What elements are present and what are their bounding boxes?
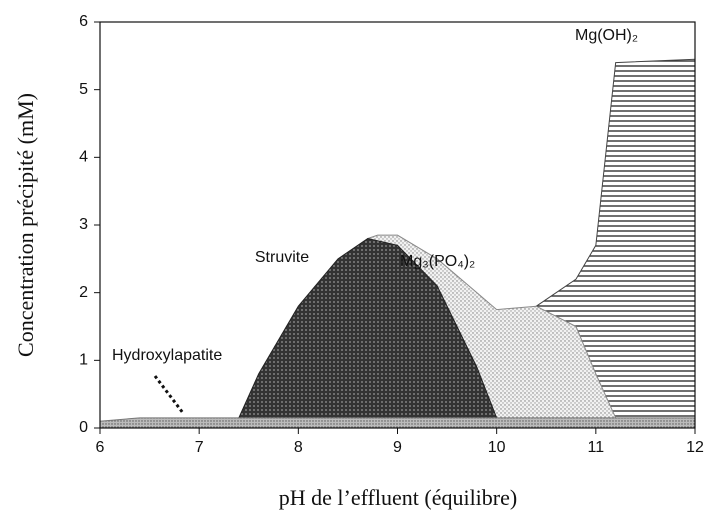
x-tick-label: 9 [393,439,402,456]
y-tick-label: 3 [79,216,88,233]
y-tick-label: 1 [79,352,88,369]
series-label: Struvite [255,249,309,266]
x-axis-title: pH de l’effluent (équilibre) [279,485,517,510]
series-label: Hydroxylapatite [112,347,222,364]
y-tick-label: 6 [79,13,88,30]
x-tick-label: 8 [294,439,303,456]
y-tick-label: 5 [79,81,88,98]
x-tick-label: 10 [488,439,506,456]
y-tick-label: 2 [79,284,88,301]
x-tick-label: 7 [195,439,204,456]
x-tick-label: 12 [686,439,704,456]
series-label: Mg(OH)₂ [575,27,638,44]
y-tick-label: 0 [79,419,88,436]
plot-area [99,58,696,429]
y-axis-title: Concentration précipité (mM) [13,93,38,357]
series-label: Mg₃(PO₄)₂ [400,253,475,270]
area [99,417,696,429]
x-tick-label: 11 [588,439,605,456]
y-tick-label: 4 [79,149,88,166]
annotation-pointer [153,375,185,414]
x-tick-label: 6 [96,439,105,456]
